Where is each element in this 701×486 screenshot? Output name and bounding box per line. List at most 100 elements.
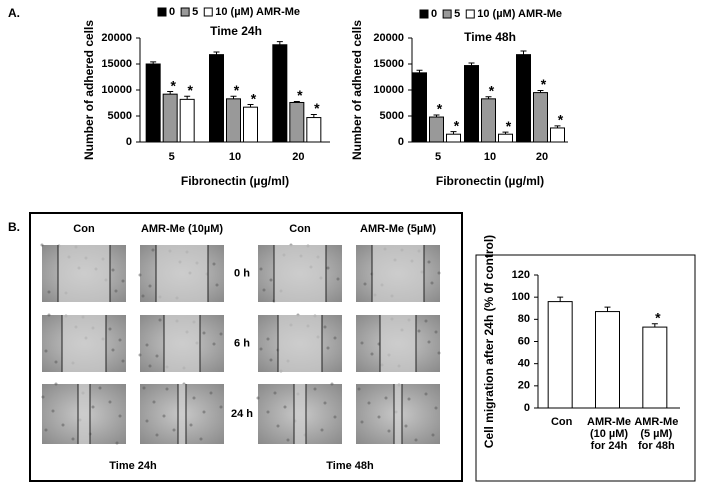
cell-speck [323, 401, 327, 405]
cell-speck [333, 336, 337, 340]
panel-label: A. [8, 6, 20, 20]
cell-speck [44, 428, 48, 432]
y-tick-label: 0 [524, 402, 530, 414]
cell-speck [108, 400, 112, 404]
cell-speck [40, 243, 44, 247]
bar [595, 311, 620, 409]
caption: Time 24h [109, 460, 157, 472]
cell-speck [91, 405, 95, 409]
cell-speck [212, 342, 216, 346]
bar [550, 127, 565, 143]
bar [226, 98, 241, 143]
cell-speck [256, 396, 260, 400]
x-tick-label: for 48h [638, 440, 675, 452]
legend-label: 0 [169, 6, 175, 18]
x-tick-label: 20 [536, 151, 548, 163]
legend-swatch [180, 7, 190, 17]
column-label: AMR-Me (5µM) [360, 223, 436, 235]
cell-speck [407, 397, 411, 401]
cell-speck [360, 420, 364, 424]
cell-speck [219, 332, 223, 336]
cell-speck [360, 341, 364, 345]
chart-title: Time 48h [464, 30, 516, 44]
legend-swatch [442, 9, 452, 19]
x-tick-label: 20 [292, 151, 304, 163]
cell-speck [114, 289, 118, 293]
cell-speck [54, 382, 58, 386]
cell-speck [145, 343, 149, 347]
error-bar [557, 296, 564, 302]
x-tick-label: 10 [484, 151, 496, 163]
column-label: AMR-Me (10µM) [141, 223, 223, 235]
y-tick-label: 120 [512, 269, 530, 281]
chart-frame [475, 254, 696, 482]
bar [243, 106, 258, 143]
legend-swatch [465, 9, 475, 19]
error-bar [247, 104, 254, 108]
significance-marker: * [489, 82, 495, 98]
panel-frame [29, 212, 463, 482]
bar [464, 65, 479, 143]
legend-label: 5 [192, 6, 198, 18]
cell-speck [141, 294, 145, 298]
cell-speck [111, 268, 115, 272]
bar [412, 72, 427, 143]
y-tick-label: 60 [518, 335, 530, 347]
bar [642, 326, 668, 409]
cell-speck [320, 428, 324, 432]
legend-swatch [203, 7, 213, 17]
y-tick-label: 15000 [373, 58, 404, 70]
cell-speck [61, 423, 65, 427]
significance-marker: * [187, 82, 193, 98]
bar [429, 116, 444, 143]
cell-speck [424, 319, 428, 323]
error-bar [651, 323, 658, 328]
cell-speck [357, 387, 361, 391]
cell-speck [192, 396, 196, 400]
cell-speck [259, 347, 263, 351]
cell-speck [259, 267, 263, 271]
significance-marker: * [437, 101, 443, 117]
error-bar [520, 50, 527, 55]
cell-speck [212, 262, 216, 266]
cell-speck [215, 283, 219, 287]
panel-label: B. [8, 220, 20, 234]
legend-swatch [157, 7, 167, 17]
error-bar [450, 131, 457, 135]
cell-speck [370, 352, 374, 356]
cell-speck [333, 415, 337, 419]
cell-speck [219, 405, 223, 409]
y-tick-label: 10000 [101, 84, 132, 96]
cell-speck [172, 428, 176, 432]
cell-speck [404, 424, 408, 428]
cell-speck [41, 395, 45, 399]
cell-speck [148, 364, 152, 368]
error-bar [310, 113, 317, 118]
error-bar [468, 62, 475, 66]
y-tick-label: 20000 [101, 32, 132, 44]
cell-speck [367, 401, 371, 405]
legend-label: 10 (µM) AMR-Me [477, 8, 562, 20]
bar [289, 101, 305, 143]
bar [179, 98, 195, 143]
cell-speck [330, 382, 334, 386]
bar [306, 117, 322, 143]
significance-marker: * [314, 100, 320, 116]
y-tick-label: 20000 [373, 32, 404, 44]
column-label: Con [73, 223, 95, 235]
cell-speck [427, 340, 431, 344]
x-tick-label: (5 µM) [640, 428, 672, 440]
cell-speck [155, 433, 159, 437]
bar [272, 44, 288, 143]
wound-gap [274, 245, 326, 302]
cell-speck [286, 438, 290, 442]
significance-marker: * [541, 76, 547, 92]
cell-speck [313, 387, 317, 391]
row-label: 24 h [231, 408, 253, 420]
y-tick-label: 0 [126, 136, 132, 148]
error-bar [502, 131, 509, 135]
wound-gap [278, 315, 322, 372]
cell-speck [202, 410, 206, 414]
error-bar [604, 306, 611, 312]
